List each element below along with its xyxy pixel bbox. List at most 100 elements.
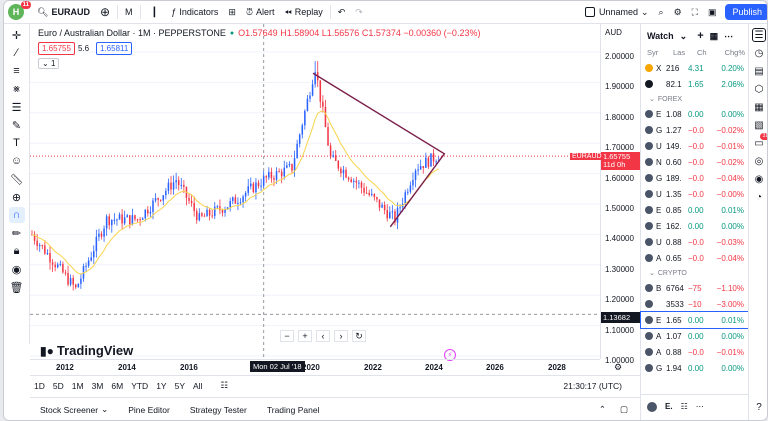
range-button-1y[interactable]: 1Y [156,380,167,391]
section-forex[interactable]: ⌄ FOREX [641,92,748,106]
watchlist-title[interactable]: Watch [647,31,674,41]
zoom-in-button[interactable]: + [298,330,312,342]
streams-icon[interactable]: ◉ [754,173,764,185]
eye-icon[interactable]: ◉ [11,263,22,276]
more-icon[interactable]: ⋯ [695,402,704,411]
watchlist-row[interactable]: B 6764 −75 −1.10% [641,280,748,296]
magnet-icon[interactable]: ∩ [8,207,25,223]
indicators-button[interactable]: ƒ Indicators [166,1,223,24]
col-change-pct[interactable]: Chg% [724,48,745,57]
lock-drawings-icon[interactable]: ✏ [11,227,22,240]
tab-strategy-tester[interactable]: Strategy Tester [180,405,257,415]
chart-type-button[interactable]: ▕▏ [143,1,167,24]
tab-pine-editor[interactable]: Pine Editor [118,405,180,415]
more-icon[interactable]: ⋯ [724,30,734,41]
scroll-left-button[interactable]: ‹ [316,330,330,342]
fullscreen-button[interactable]: ⛶ [687,1,703,24]
emoji-icon[interactable]: ☺ [10,155,23,167]
grid-icon[interactable]: ☷ [680,402,688,411]
watchlist-row[interactable]: U 1.35 −0.0 −0.00% [641,186,748,202]
watchlist-row[interactable]: G 1.27 −0.0 −0.02% [641,122,748,138]
watchlist-row[interactable]: G 1.94 0.00 0.00% [641,360,748,376]
lock-icon[interactable]: 🔒︎ [13,244,20,257]
tab-trading-panel[interactable]: Trading Panel [257,405,330,415]
price-chart[interactable] [30,24,600,359]
footer-symbol[interactable]: E. [665,402,673,411]
data-window-icon[interactable]: ▤ [754,65,764,77]
watchlist-row[interactable]: A 0.88 −0.0 −0.01% [641,344,748,360]
trend-line-icon[interactable]: ∕ [15,47,18,59]
sell-button[interactable]: 1.65755 [38,42,75,55]
redo-button[interactable]: ↷ [350,1,368,24]
alerts-clock-icon[interactable]: ◷ [754,47,764,59]
range-button-5y[interactable]: 5Y [174,380,185,391]
help-icon[interactable]: ? [756,401,762,413]
watchlist-row[interactable]: 82.1 1.65 2.06% [641,76,748,92]
app-logo[interactable]: H 11 [8,1,31,20]
trash-icon[interactable]: 🗑︎ [9,281,24,294]
tab-stock-screener[interactable]: Stock Screener ⌄ [30,404,118,415]
replay-bolt-icon[interactable]: ⚡︎ [444,349,456,361]
fib-icon[interactable]: ☰ [11,101,22,114]
undo-button[interactable]: ↶ [333,1,351,24]
settings-button[interactable]: ⚙︎ [669,1,687,24]
range-button-all[interactable]: All [193,380,203,391]
range-button-3m[interactable]: 3M [91,380,104,391]
watchlist-row[interactable]: N 0.60 −0.0 −0.02% [641,154,748,170]
horizontal-lines-icon[interactable]: ≡ [13,65,20,77]
watchlist-row[interactable]: E 1.65 0.00 0.01% [640,311,749,329]
col-change[interactable]: Ch [697,48,707,57]
quick-search-button[interactable]: ⌕ [654,1,669,24]
clock[interactable]: 21:30:17 (UTC) [563,380,622,391]
text-icon[interactable]: T [13,137,20,149]
news-icon[interactable]: ▧ [754,119,764,131]
watchlist-row[interactable]: U 149. −0.0 −0.01% [641,138,748,154]
time-axis[interactable]: 2012 2014 2016 2020 2022 2024 2026 2028 Mon 02 … [30,359,600,373]
section-crypto[interactable]: ⌄ CRYPTO [641,266,748,280]
watchlist-row[interactable]: X 216 4.31 0.20% [641,60,748,76]
pitchfork-icon[interactable]: ⨳ [13,82,20,95]
range-button-6m[interactable]: 6M [111,380,124,391]
watchlist-row[interactable]: G 189. −0.0 −0.04% [641,170,748,186]
chevron-up-icon[interactable]: ⌃ [598,404,606,414]
watchlist-row[interactable]: E 1.08 0.00 0.00% [641,106,748,122]
reset-chart-button[interactable]: ↻ [352,330,366,342]
watchlist-row[interactable]: E 0.85 0.00 0.01% [641,202,748,218]
zoom-icon[interactable]: ⊕ [11,191,22,204]
notifications-icon[interactable]: ◔ [755,191,763,203]
ideas-icon[interactable]: ◎ [754,155,764,167]
layout-menu[interactable]: Unnamed ⌄ [580,1,654,24]
hotlist-icon[interactable]: ⬡ [754,83,764,95]
watchlist-row[interactable]: U 0.88 −0.0 −0.03% [641,234,748,250]
chart-pane[interactable]: Euro / Australian Dollar · 1M · PEPPERST… [30,24,600,374]
layout-icon[interactable]: ▦ [709,30,719,41]
symbol-search[interactable]: 🔍︎ EURAUD [32,1,95,24]
col-last[interactable]: Las [673,48,686,57]
layouts-button[interactable]: ⊞ [223,1,241,24]
snapshot-button[interactable]: ▣ [703,1,722,24]
replay-button[interactable]: ⏪︎ Replay [280,1,328,24]
calendar-icon[interactable]: ▦ [754,101,764,113]
price-axis[interactable]: AUD 2.00000 1.90000 1.80000 1.70000 1.60000 1… [600,24,641,365]
indicators-collapse[interactable]: ⌄ 1 [38,58,60,69]
chevron-down-icon[interactable]: ⌄ [679,30,688,41]
chart-settings-icon[interactable]: ⚙︎ [614,362,623,372]
watchlist-row[interactable]: A 0.65 −0.0 −0.04% [641,250,748,266]
watchlist-row[interactable]: E 162. 0.00 0.00% [641,218,748,234]
watchlist-row[interactable]: 3533 −10 −3.00% [641,296,748,312]
watchlist-row[interactable]: A 1.07 0.00 0.00% [641,328,748,344]
compare-symbol-button[interactable]: ⊕ [95,1,115,24]
ruler-icon[interactable]: 📏︎ [9,173,24,186]
brush-icon[interactable]: ✎ [11,119,22,132]
interval-button[interactable]: M [120,1,138,24]
zoom-out-button[interactable]: − [280,330,294,342]
crosshair-icon[interactable]: ✛ [11,29,22,42]
chat-icon[interactable]: ▭ 31 [754,133,768,149]
range-button-ytd[interactable]: YTD [131,380,149,391]
range-button-1m[interactable]: 1M [71,380,84,391]
date-range-icon[interactable]: ☷ [220,380,229,390]
scroll-right-button[interactable]: › [334,330,348,342]
alert-button[interactable]: ⏰︎ Alert [241,1,280,24]
range-button-5d[interactable]: 5D [52,380,64,391]
buy-button[interactable]: 1.65811 [96,42,133,55]
